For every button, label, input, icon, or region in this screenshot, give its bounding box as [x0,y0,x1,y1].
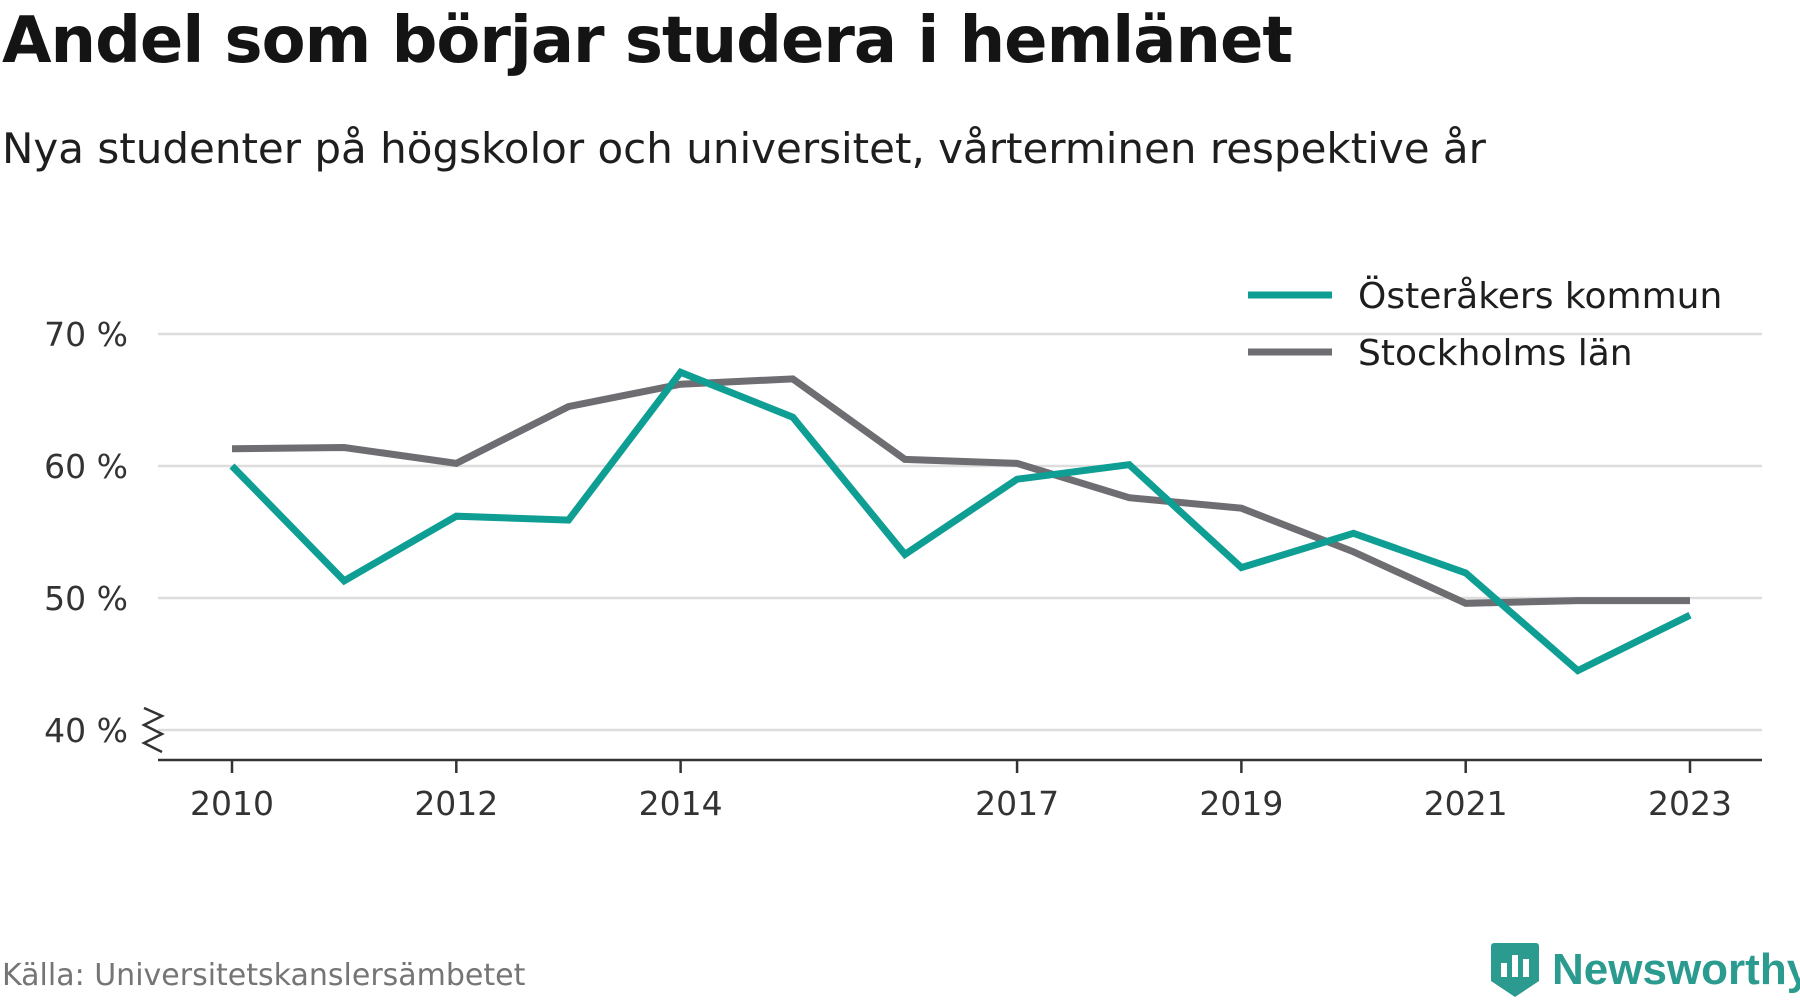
brand-logo: Newsworthy [1490,935,1800,1005]
x-tick-label: 2023 [1648,784,1732,823]
chart-title: Andel som börjar studera i hemlänet [2,4,1293,78]
legend-label: Österåkers kommun [1358,275,1722,317]
series-line-stockholm [231,375,1690,607]
series-line-osteraker [229,368,1692,675]
y-tick-label: 50 % [44,579,128,618]
source-note: Källa: Universitetskanslersämbetet [2,958,526,993]
brand-name: Newsworthy [1552,945,1800,994]
legend-background [1235,270,1735,332]
legend-label: Stockholms län [1358,333,1633,374]
gridlines [158,332,1762,732]
legend: Österåkers kommun Stockholms län [1235,270,1735,374]
y-tick-label: 60 % [44,447,128,486]
y-tick-label: 70 % [44,315,128,354]
x-tick-label: 2021 [1424,784,1508,823]
x-tick-label: 2019 [1199,784,1283,823]
x-tick-label: 2012 [414,784,498,823]
series-lines [229,368,1692,675]
chart-subtitle: Nya studenter på högskolor och universit… [2,124,1486,173]
y-axis-ticks: 40 % 50 % 60 % 70 % [44,315,128,750]
axis-break-icon [141,706,165,754]
x-axis: 2010 2012 2014 2017 2019 2021 2023 [141,706,1762,823]
x-tick-label: 2014 [639,784,723,823]
y-tick-label: 40 % [44,711,128,750]
bar-chart-shield-icon [1491,943,1539,997]
x-tick-label: 2010 [190,784,274,823]
x-tick-label: 2017 [975,784,1059,823]
